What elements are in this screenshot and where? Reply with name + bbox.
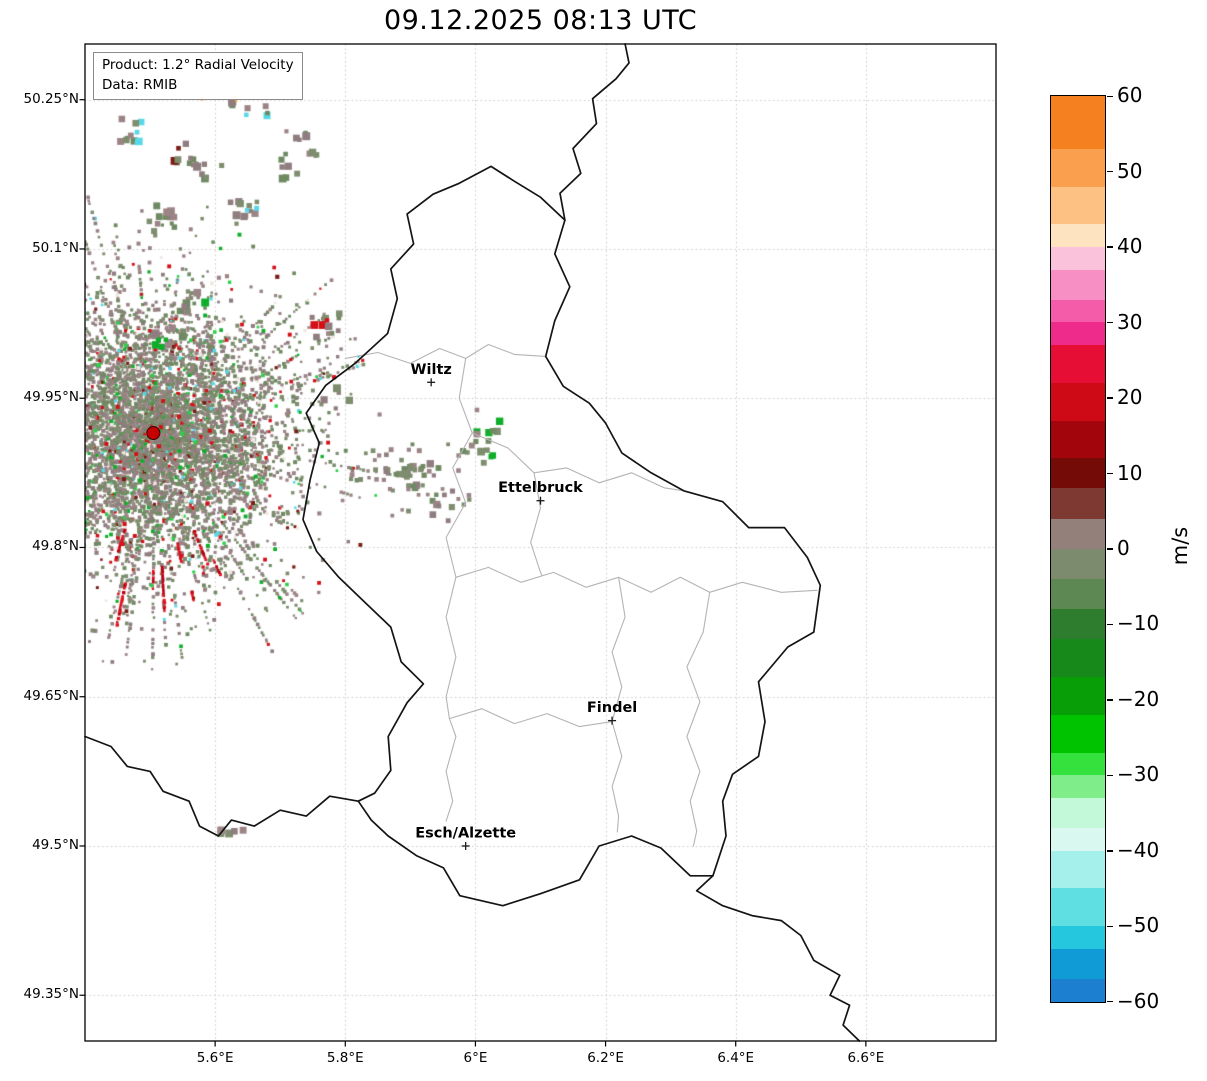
colorbar-tick-mark bbox=[1106, 850, 1113, 852]
colorbar-segment bbox=[1051, 752, 1105, 776]
colorbar-unit-label: m/s bbox=[1168, 526, 1192, 566]
colorbar-tick-label: 30 bbox=[1117, 309, 1143, 334]
colorbar-segment bbox=[1051, 850, 1105, 889]
district-border bbox=[686, 591, 711, 847]
colorbar-segment bbox=[1051, 828, 1105, 852]
colorbar-segment bbox=[1051, 548, 1105, 580]
district-border bbox=[344, 343, 547, 364]
colorbar-segment bbox=[1051, 345, 1105, 384]
colorbar-tick-mark bbox=[1106, 472, 1113, 475]
colorbar-segment bbox=[1051, 299, 1105, 323]
colorbar-segment bbox=[1051, 458, 1105, 490]
colorbar-segment bbox=[1051, 382, 1105, 422]
y-tick-label: 49.8°N bbox=[32, 538, 79, 555]
colorbar-segment bbox=[1051, 420, 1105, 459]
district-border bbox=[530, 472, 543, 576]
district-border bbox=[471, 432, 685, 492]
colorbar-tick-mark bbox=[1106, 623, 1113, 626]
country-border-belgium-france bbox=[84, 735, 360, 837]
x-tick-label: 5.8°E bbox=[326, 1050, 364, 1066]
product-info-box: Product: 1.2° Radial Velocity Data: RMIB bbox=[93, 52, 303, 101]
colorbar-segment bbox=[1051, 978, 1105, 1002]
x-tick-label: 6.4°E bbox=[717, 1050, 755, 1066]
colorbar-tick-label: 20 bbox=[1117, 385, 1143, 410]
x-tick-label: 6.2°E bbox=[587, 1050, 624, 1066]
colorbar-segment bbox=[1051, 888, 1105, 927]
colorbar-segment bbox=[1051, 926, 1105, 950]
colorbar-tick-mark bbox=[1106, 246, 1113, 248]
colorbar-segment bbox=[1051, 518, 1105, 550]
district-border bbox=[455, 566, 818, 593]
radar-site-marker bbox=[146, 426, 161, 441]
colorbar-tick-mark bbox=[1106, 321, 1113, 324]
city-label: Wiltz bbox=[411, 362, 452, 378]
colorbar-tick-mark bbox=[1106, 548, 1113, 550]
colorbar-tick-mark bbox=[1106, 699, 1113, 701]
colorbar-segment bbox=[1051, 488, 1105, 520]
city-label: Esch/Alzette bbox=[415, 825, 516, 841]
colorbar-tick-label: −30 bbox=[1117, 762, 1160, 787]
x-tick-label: 6.6°E bbox=[847, 1050, 885, 1066]
colorbar-tick-label: 50 bbox=[1117, 158, 1143, 183]
product-label: Product: 1.2° Radial Velocity bbox=[102, 57, 294, 73]
colorbar-tick-label: −20 bbox=[1117, 686, 1160, 711]
data-source-label: Data: RMIB bbox=[102, 76, 178, 93]
colorbar-segment bbox=[1051, 322, 1105, 346]
district-border bbox=[445, 357, 473, 822]
colorbar-segment bbox=[1051, 224, 1105, 248]
colorbar-tick-mark bbox=[1106, 1001, 1113, 1003]
y-tick-label: 49.65°N bbox=[23, 687, 80, 704]
y-tick-label: 49.35°N bbox=[23, 986, 80, 1003]
colorbar-segment bbox=[1051, 269, 1105, 301]
colorbar-tick-mark bbox=[1106, 397, 1113, 399]
colorbar-segment bbox=[1051, 639, 1105, 678]
plot-frame bbox=[84, 43, 997, 1042]
colorbar-tick-label: 60 bbox=[1117, 83, 1143, 108]
colorbar bbox=[1050, 95, 1106, 1003]
y-tick-label: 50.1°N bbox=[32, 239, 79, 256]
y-tick-label: 50.25°N bbox=[23, 90, 80, 107]
y-tick-label: 49.5°N bbox=[32, 836, 79, 853]
colorbar-tick-label: 40 bbox=[1117, 234, 1143, 259]
colorbar-tick-mark bbox=[1106, 170, 1113, 173]
colorbar-segment bbox=[1051, 714, 1105, 754]
colorbar-tick-mark bbox=[1106, 774, 1113, 777]
colorbar-segment bbox=[1051, 96, 1105, 150]
colorbar-tick-label: −10 bbox=[1117, 611, 1160, 636]
country-border-luxembourg bbox=[302, 165, 822, 907]
colorbar-tick-mark bbox=[1106, 925, 1113, 928]
x-tick-label: 5.6°E bbox=[196, 1050, 234, 1066]
colorbar-segment bbox=[1051, 797, 1105, 829]
colorbar-tick-label: −40 bbox=[1117, 837, 1160, 862]
colorbar-segment bbox=[1051, 186, 1105, 225]
colorbar-segment bbox=[1051, 948, 1105, 980]
country-border-belgium-germany bbox=[559, 43, 630, 221]
colorbar-segment bbox=[1051, 775, 1105, 799]
y-tick-label: 49.95°N bbox=[23, 389, 80, 406]
city-label: Ettelbruck bbox=[498, 480, 583, 496]
colorbar-segment bbox=[1051, 677, 1105, 716]
district-border bbox=[448, 708, 613, 728]
colorbar-segment bbox=[1051, 246, 1105, 271]
colorbar-tick-label: 10 bbox=[1117, 460, 1143, 485]
colorbar-tick-label: −60 bbox=[1117, 988, 1160, 1013]
colorbar-tick-mark bbox=[1106, 95, 1113, 97]
colorbar-segment bbox=[1051, 148, 1105, 188]
x-tick-label: 6°E bbox=[463, 1050, 488, 1066]
colorbar-segment bbox=[1051, 578, 1105, 610]
country-border-france-germany bbox=[695, 874, 861, 1042]
city-label: Findel bbox=[587, 700, 637, 716]
colorbar-tick-label: −50 bbox=[1117, 913, 1160, 938]
plot-title: 09.12.2025 08:13 UTC bbox=[383, 5, 698, 36]
colorbar-segment bbox=[1051, 609, 1105, 640]
colorbar-tick-label: 0 bbox=[1117, 536, 1130, 560]
